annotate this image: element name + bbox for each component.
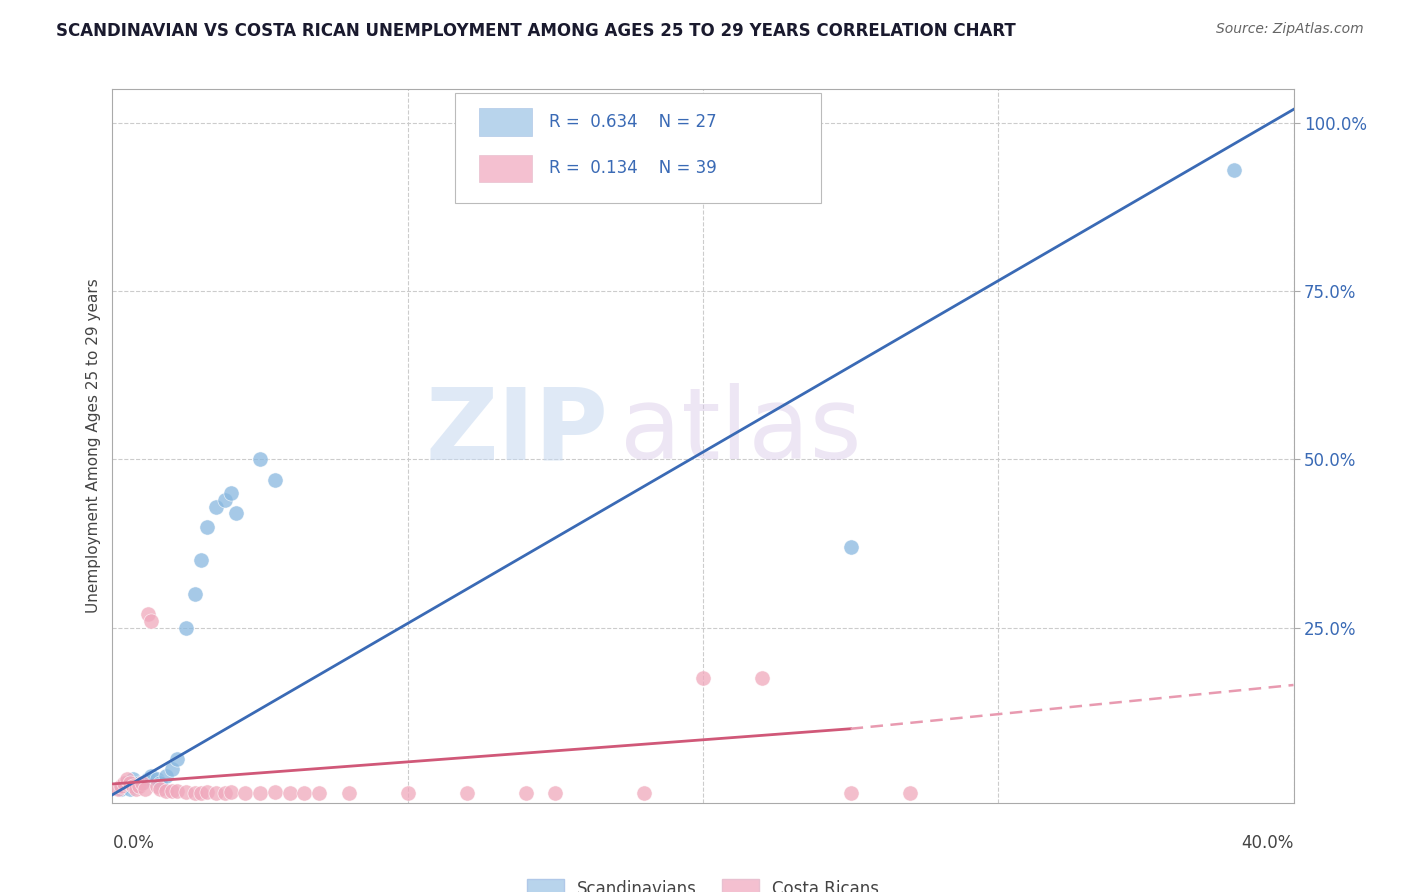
Point [160, 762, 183, 776]
Point [174, 621, 197, 635]
Text: 0.0%: 0.0% [112, 834, 155, 852]
Point [125, 782, 148, 797]
Text: R =  0.134    N = 39: R = 0.134 N = 39 [550, 160, 717, 178]
Point [110, 782, 132, 797]
FancyBboxPatch shape [456, 93, 821, 203]
Point [136, 607, 159, 622]
Legend: Scandinavians, Costa Ricans: Scandinavians, Costa Ricans [520, 872, 886, 892]
Point [184, 587, 207, 601]
Point [233, 786, 256, 800]
Point [308, 786, 330, 800]
Point [515, 786, 537, 800]
Point [456, 786, 478, 800]
Point [264, 785, 287, 799]
Point [160, 783, 183, 797]
Point [112, 779, 135, 793]
Point [131, 775, 153, 789]
Text: R =  0.634    N = 27: R = 0.634 N = 27 [550, 113, 717, 131]
Point [751, 671, 773, 685]
Text: Source: ZipAtlas.com: Source: ZipAtlas.com [1216, 22, 1364, 37]
Point [155, 769, 177, 783]
Point [219, 785, 242, 799]
Point [110, 779, 132, 793]
Point [122, 772, 145, 787]
Point [149, 775, 172, 789]
Point [898, 786, 921, 800]
Point [146, 779, 169, 793]
Point [120, 782, 142, 797]
Point [149, 782, 172, 797]
Point [128, 775, 150, 789]
Point [396, 786, 419, 800]
Point [839, 540, 862, 554]
Point [839, 786, 862, 800]
Point [249, 452, 271, 467]
Point [155, 783, 177, 797]
Point [120, 775, 142, 789]
Point [205, 786, 228, 800]
Point [190, 553, 212, 567]
Point [122, 779, 145, 793]
Point [136, 772, 159, 787]
Point [125, 779, 148, 793]
Point [337, 786, 360, 800]
Point [128, 779, 150, 793]
Point [292, 786, 315, 800]
Y-axis label: Unemployment Among Ages 25 to 29 years: Unemployment Among Ages 25 to 29 years [86, 278, 101, 614]
Point [633, 786, 655, 800]
Point [195, 785, 218, 799]
Point [1223, 163, 1246, 178]
Text: 40.0%: 40.0% [1241, 834, 1294, 852]
Point [117, 772, 138, 787]
Point [190, 786, 212, 800]
Point [107, 782, 129, 797]
Bar [478, 109, 531, 136]
Point [134, 782, 156, 797]
Point [544, 786, 567, 800]
Point [117, 775, 138, 789]
Point [112, 775, 135, 789]
Point [225, 506, 247, 520]
Point [249, 786, 271, 800]
Point [174, 785, 197, 799]
Point [214, 492, 236, 507]
Text: SCANDINAVIAN VS COSTA RICAN UNEMPLOYMENT AMONG AGES 25 TO 29 YEARS CORRELATION C: SCANDINAVIAN VS COSTA RICAN UNEMPLOYMENT… [56, 22, 1017, 40]
Point [166, 783, 188, 797]
Point [146, 772, 169, 787]
Point [264, 473, 287, 487]
Point [139, 769, 162, 783]
Point [139, 614, 162, 628]
Point [214, 786, 236, 800]
Text: atlas: atlas [620, 384, 862, 480]
Point [219, 486, 242, 500]
Point [278, 786, 301, 800]
Point [184, 786, 207, 800]
Point [131, 775, 153, 789]
Point [166, 752, 188, 766]
Point [692, 671, 714, 685]
Text: ZIP: ZIP [426, 384, 609, 480]
Bar [478, 155, 531, 182]
Point [195, 520, 218, 534]
Point [205, 500, 228, 514]
